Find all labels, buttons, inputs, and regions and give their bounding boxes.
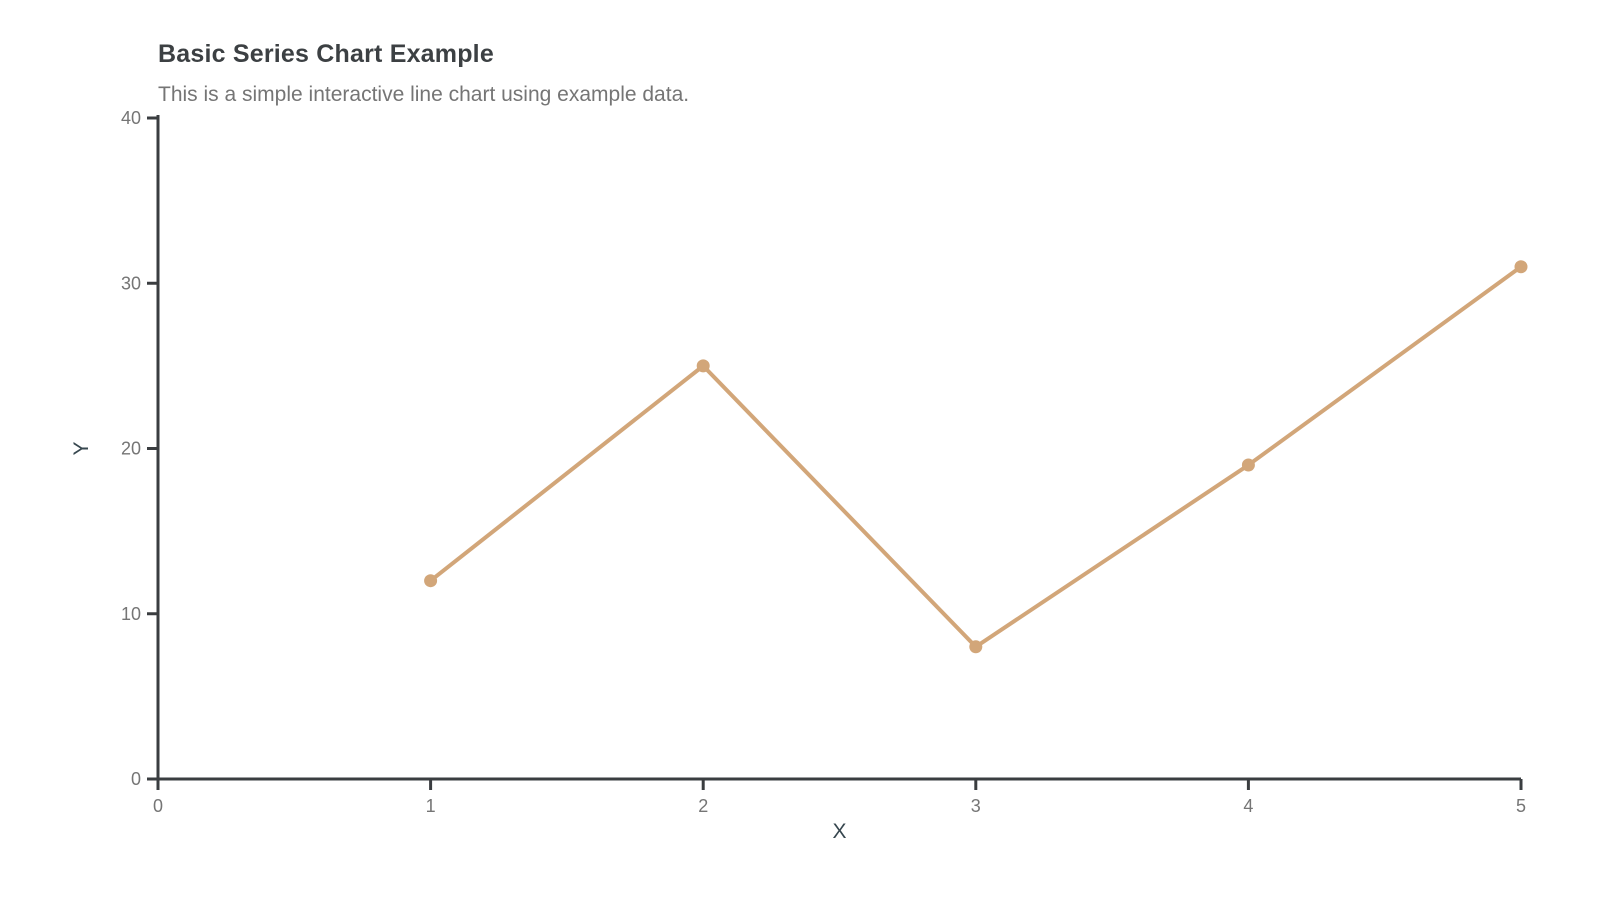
chart-subtitle: This is a simple interactive line chart … xyxy=(158,83,690,106)
y-tick-label: 30 xyxy=(121,273,141,293)
x-axis-title: X xyxy=(832,820,846,843)
series-line[interactable] xyxy=(428,264,1523,649)
x-tick-label: 5 xyxy=(1516,796,1526,816)
y-tick-label: 0 xyxy=(131,769,141,789)
x-tick-label: 2 xyxy=(698,796,708,816)
x-tick-label: 0 xyxy=(153,796,163,816)
data-point[interactable] xyxy=(424,574,438,588)
x-tick-label: 1 xyxy=(426,796,436,816)
y-tick-label: 20 xyxy=(121,439,141,459)
x-tick-label: 3 xyxy=(971,796,981,816)
data-point[interactable] xyxy=(696,359,710,373)
y-axis-title: Y xyxy=(70,441,93,455)
data-point[interactable] xyxy=(1514,260,1528,274)
y-tick-label: 10 xyxy=(121,604,141,624)
x-tick-label: 4 xyxy=(1243,796,1253,816)
y-tick-label: 40 xyxy=(121,108,141,128)
data-point[interactable] xyxy=(1241,458,1255,472)
data-point[interactable] xyxy=(969,640,983,654)
chart-title: Basic Series Chart Example xyxy=(158,40,494,68)
